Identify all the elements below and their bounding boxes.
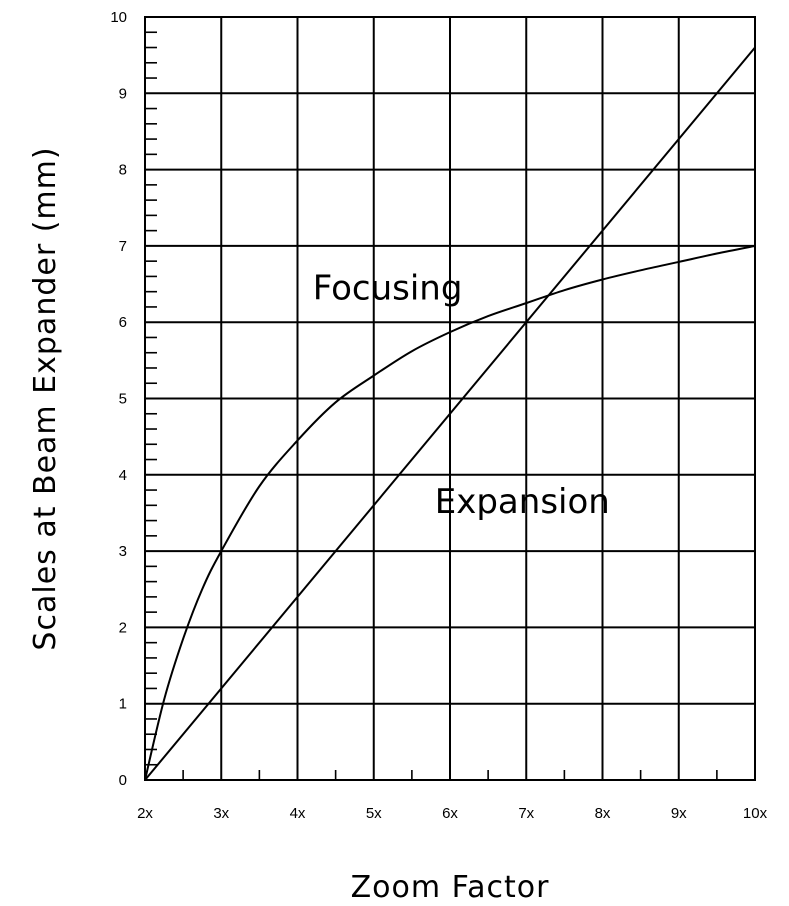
y-tick-label: 0 xyxy=(119,772,127,789)
x-tick-label: 10x xyxy=(743,805,768,822)
x-tick-label: 4x xyxy=(290,805,306,822)
x-tick-label: 7x xyxy=(518,805,534,822)
x-tick-label: 9x xyxy=(671,805,687,822)
y-tick-label: 5 xyxy=(119,391,127,408)
x-tick-label: 6x xyxy=(442,805,458,822)
y-tick-labels: 0 1 2 3 4 5 6 7 8 9 10 xyxy=(110,9,127,789)
y-tick-label: 8 xyxy=(119,162,127,179)
y-axis-title: Scales at Beam Expander (mm) xyxy=(28,146,63,650)
y-tick-label: 3 xyxy=(119,543,127,560)
x-tick-label: 3x xyxy=(213,805,229,822)
y-tick-label: 7 xyxy=(119,238,127,255)
y-tick-label: 4 xyxy=(119,467,127,484)
plot-frame xyxy=(144,16,756,781)
annotation-focusing: Focusing xyxy=(313,268,463,308)
series-line-focusing xyxy=(144,244,756,781)
grid xyxy=(144,16,756,781)
x-tick-labels: 2x 3x 4x 5x 6x 7x 8x 9x 10x xyxy=(137,805,768,822)
x-tick-label: 5x xyxy=(366,805,382,822)
series-group xyxy=(144,46,756,781)
x-tick-label: 2x xyxy=(137,805,153,822)
y-tick-label: 9 xyxy=(119,85,127,102)
y-tick-label: 6 xyxy=(119,314,127,331)
series-line-expansion xyxy=(144,46,756,781)
x-axis-title: Zoom Factor xyxy=(351,870,550,905)
annotation-expansion: Expansion xyxy=(435,482,610,522)
y-tick-label: 10 xyxy=(110,9,127,26)
minor-ticks xyxy=(145,31,718,780)
y-tick-label: 2 xyxy=(119,619,127,636)
y-tick-label: 1 xyxy=(119,696,127,713)
x-tick-label: 8x xyxy=(595,805,611,822)
